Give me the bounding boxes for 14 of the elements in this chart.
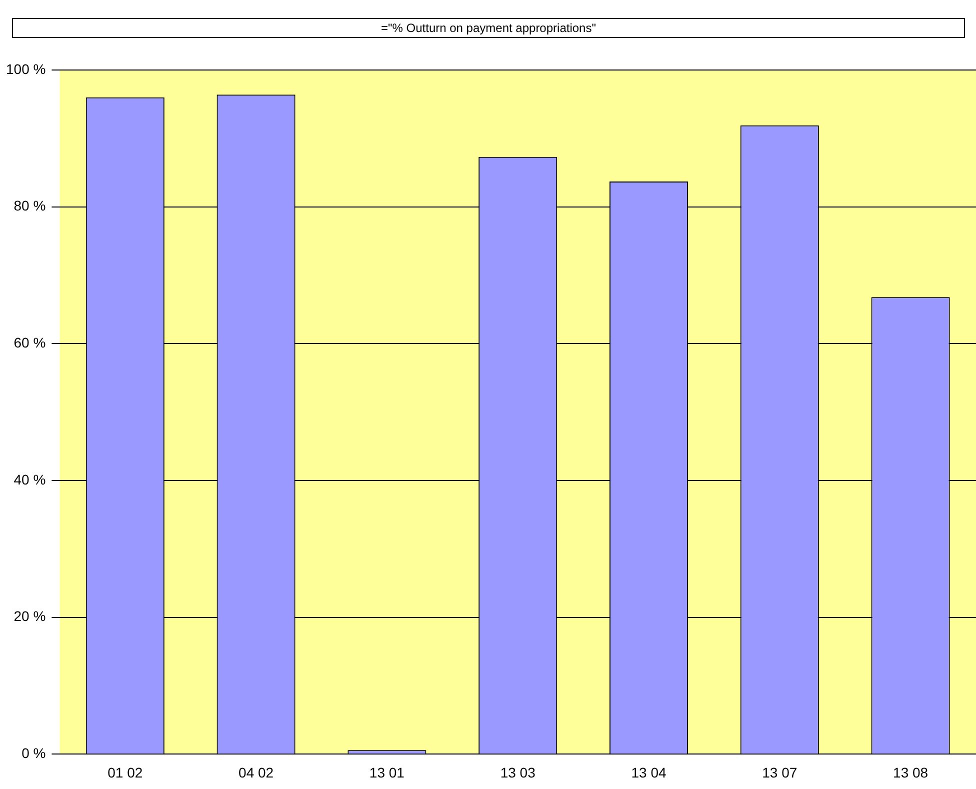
- y-tick-label: 100 %: [6, 60, 46, 77]
- x-tick-label: 04 02: [238, 764, 274, 780]
- y-tick-label: 60 %: [14, 334, 46, 351]
- y-tick-label: 40 %: [14, 471, 46, 488]
- x-tick-label: 13 03: [500, 764, 536, 780]
- x-tick-label: 01 02: [108, 764, 143, 780]
- x-tick-label: 13 01: [369, 764, 405, 780]
- x-tick-label: 13 08: [893, 764, 928, 780]
- chart-title: ="% Outturn on payment appropriations": [12, 18, 965, 38]
- y-tick-label: 0 %: [22, 745, 46, 762]
- x-tick-label: 13 04: [631, 764, 666, 780]
- y-tick-label: 20 %: [14, 608, 46, 624]
- x-tick-label: 13 07: [762, 764, 798, 780]
- y-tick-label: 80 %: [14, 198, 46, 214]
